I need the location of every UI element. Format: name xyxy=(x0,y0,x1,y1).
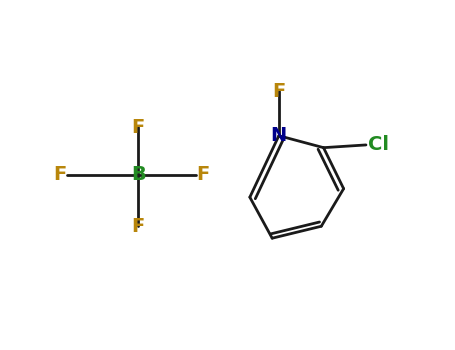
Text: F: F xyxy=(131,217,145,236)
Text: F: F xyxy=(53,166,67,184)
Text: B: B xyxy=(131,166,146,184)
Text: F: F xyxy=(196,166,209,184)
Text: Cl: Cl xyxy=(368,135,389,154)
Text: F: F xyxy=(272,82,285,101)
Text: N: N xyxy=(271,126,287,145)
Text: F: F xyxy=(131,118,145,136)
